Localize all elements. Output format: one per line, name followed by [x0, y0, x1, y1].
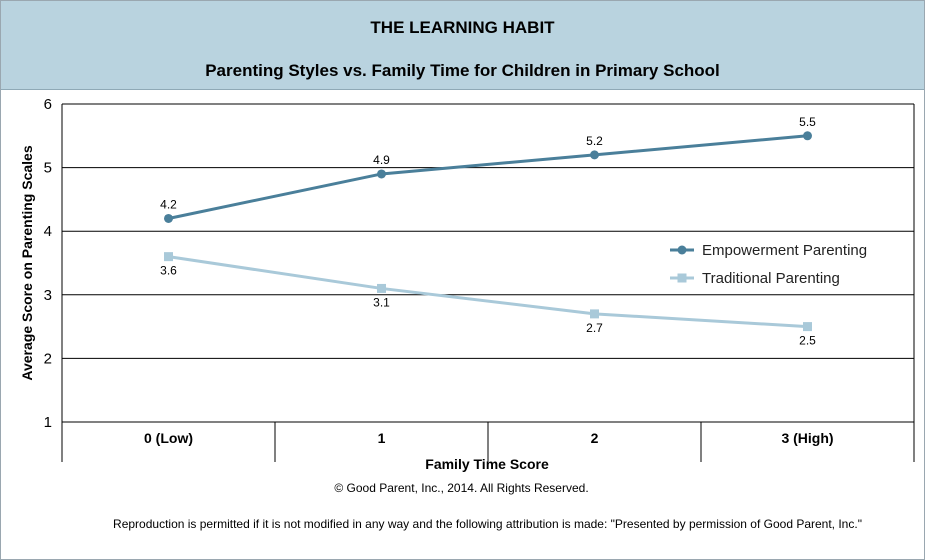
- x-axis-title: Family Time Score: [425, 456, 549, 472]
- data-label: 2.7: [586, 321, 603, 335]
- series-line-2: [168, 255, 808, 329]
- gridlines: [61, 103, 915, 423]
- series-group: [164, 131, 812, 332]
- y-tick-label: 5: [44, 160, 52, 177]
- y-tick-label: 6: [44, 96, 52, 113]
- data-point: [590, 309, 599, 319]
- y-tick-label: 1: [44, 414, 52, 431]
- chart-header: THE LEARNING HABIT Parenting Styles vs. …: [1, 1, 924, 90]
- data-point: [803, 131, 812, 141]
- chart-title: THE LEARNING HABIT: [370, 18, 555, 37]
- legend-entry-label: Empowerment Parenting: [702, 242, 867, 259]
- x-tick-label: 1: [378, 430, 386, 446]
- x-tick-label: 0 (Low): [144, 430, 193, 446]
- y-tick-label: 2: [44, 350, 52, 367]
- data-point: [164, 252, 173, 262]
- data-point: [164, 213, 173, 223]
- data-point: [377, 169, 386, 179]
- x-tick-label: 3 (High): [781, 430, 833, 446]
- data-label: 4.9: [373, 153, 390, 167]
- data-point: [377, 283, 386, 293]
- series-line-1: [168, 134, 808, 220]
- x-axis: 0 (Low) 1 2 3 (High): [61, 422, 915, 462]
- y-tick-label: 4: [44, 223, 52, 240]
- y-axis-ticks: 1 2 3 4 5 6: [44, 96, 52, 431]
- data-label: 3.1: [373, 295, 390, 309]
- data-point: [803, 322, 812, 332]
- data-label: 5.2: [586, 134, 603, 148]
- legend: Empowerment Parenting Traditional Parenti…: [670, 242, 867, 287]
- data-point: [590, 150, 599, 160]
- y-tick-label: 3: [44, 287, 52, 304]
- y-axis-title: Average Score on Parenting Scales: [19, 145, 35, 380]
- data-label: 3.6: [160, 264, 177, 278]
- copyright-text: © Good Parent, Inc., 2014. All Rights Re…: [334, 481, 589, 495]
- data-label: 4.2: [160, 197, 177, 211]
- chart-subtitle: Parenting Styles vs. Family Time for Chi…: [205, 61, 720, 80]
- data-labels: 4.2 4.9 5.2 5.5 3.6 3.1 2.7 2.5: [160, 115, 816, 348]
- legend-entry-label: Traditional Parenting: [702, 270, 840, 287]
- data-label: 5.5: [799, 115, 816, 129]
- data-label: 2.5: [799, 334, 816, 348]
- x-tick-label: 2: [591, 430, 599, 446]
- legend-marker: [677, 245, 687, 255]
- legend-marker: [677, 273, 687, 283]
- reproduction-notice: Reproduction is permitted if it is not m…: [113, 517, 862, 531]
